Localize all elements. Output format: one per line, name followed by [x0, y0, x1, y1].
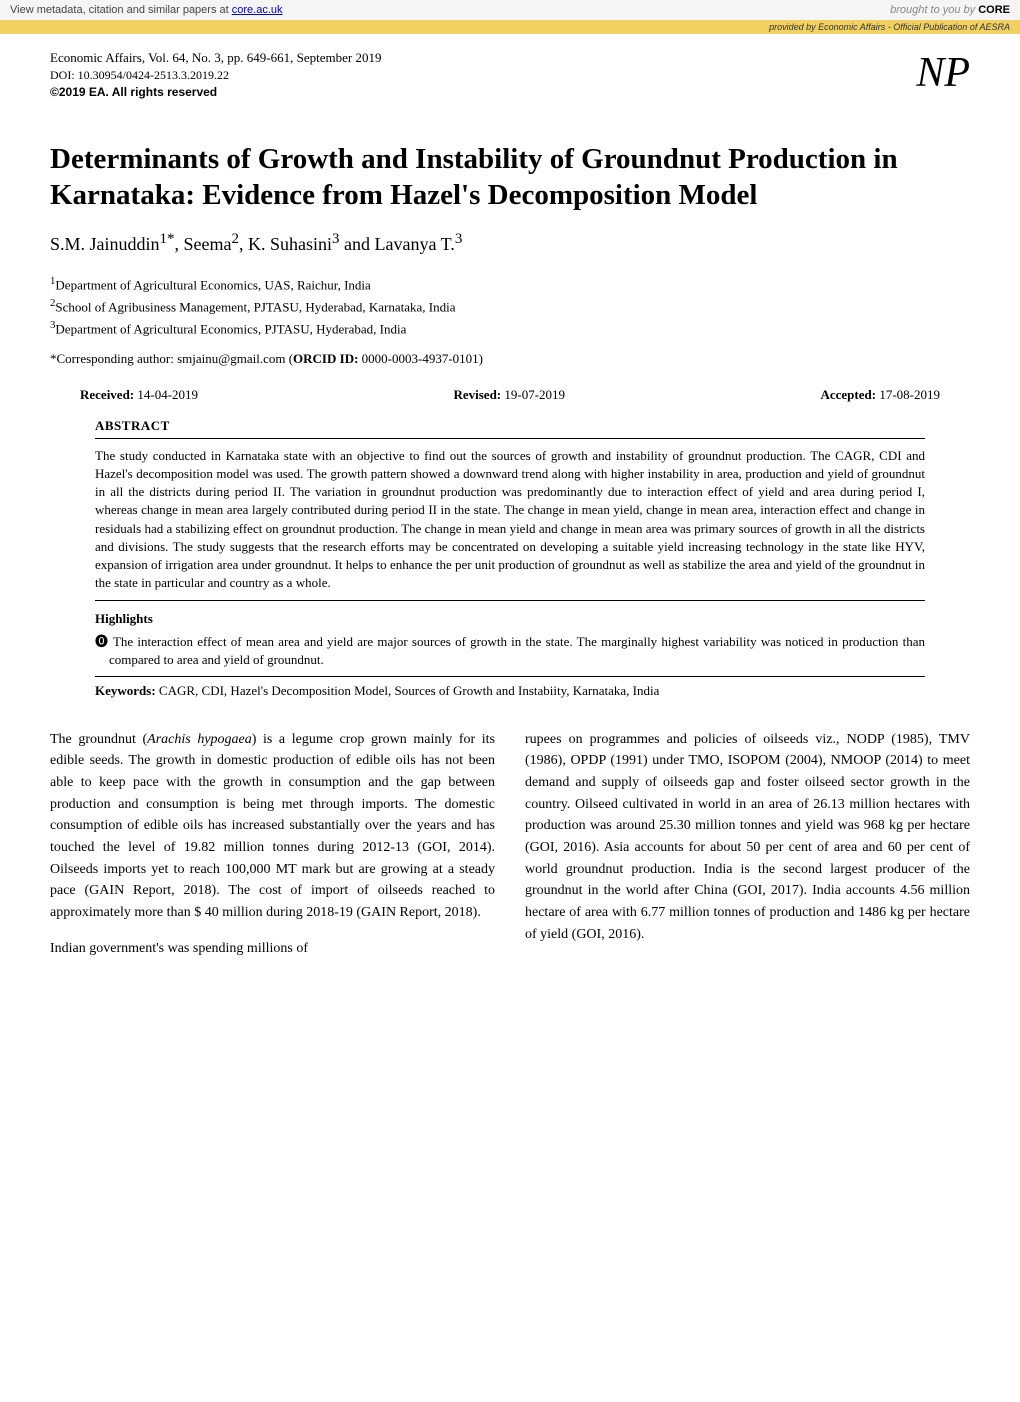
corresponding-author: *Corresponding author: smjainu@gmail.com…	[50, 351, 970, 367]
received-value: 14-04-2019	[137, 387, 198, 402]
abstract-body: The study conducted in Karnataka state w…	[95, 438, 925, 602]
metadata-bar: View metadata, citation and similar pape…	[0, 0, 1020, 20]
accepted-value: 17-08-2019	[879, 387, 940, 402]
journal-logo-icon: NP	[916, 49, 970, 97]
highlights-list: The interaction effect of mean area and …	[95, 627, 925, 675]
keywords-line: Keywords: CAGR, CDI, Hazel's Decompositi…	[95, 676, 925, 699]
keywords-text: CAGR, CDI, Hazel's Decomposition Model, …	[156, 683, 660, 698]
core-logo: CORE	[978, 4, 1010, 16]
body-columns: The groundnut (Arachis hypogaea) is a le…	[0, 709, 1020, 990]
revised-date: Revised: 19-07-2019	[453, 387, 565, 403]
metadata-prefix: View metadata, citation and similar pape…	[10, 4, 232, 16]
affiliation-line: 3Department of Agricultural Economics, P…	[50, 317, 970, 339]
paper-header: Economic Affairs, Vol. 64, No. 3, pp. 64…	[0, 34, 1020, 111]
received-date: Received: 14-04-2019	[80, 387, 198, 403]
abstract-heading: ABSTRACT	[95, 418, 925, 434]
paper-title: Determinants of Growth and Instability o…	[50, 141, 970, 214]
highlight-item: The interaction effect of mean area and …	[109, 633, 925, 669]
keywords-label: Keywords:	[95, 683, 156, 698]
orcid-label: ORCID ID:	[293, 351, 358, 366]
body-paragraph: Indian government's was spending million…	[50, 938, 495, 960]
affiliation-line: 2School of Agribusiness Management, PJTA…	[50, 295, 970, 317]
copyright-line: ©2019 EA. All rights reserved	[50, 84, 381, 101]
corresponding-prefix: *Corresponding author: smjainu@gmail.com…	[50, 351, 293, 366]
revised-label: Revised:	[453, 387, 504, 402]
provided-text: provided by Economic Affairs - Official …	[769, 22, 1010, 32]
authors-line: S.M. Jainuddin1*, Seema2, K. Suhasini3 a…	[50, 231, 970, 255]
body-paragraph: The groundnut (Arachis hypogaea) is a le…	[50, 729, 495, 924]
received-label: Received:	[80, 387, 137, 402]
dates-row: Received: 14-04-2019 Revised: 19-07-2019…	[0, 377, 1020, 413]
abstract-section: ABSTRACT The study conducted in Karnatak…	[0, 413, 1020, 709]
highlights-heading: Highlights	[95, 611, 925, 627]
orcid-value: 0000-0003-4937-0101)	[358, 351, 483, 366]
revised-value: 19-07-2019	[504, 387, 565, 402]
doi-line: DOI: 10.30954/0424-2513.3.2019.22	[50, 67, 381, 84]
provided-bar: provided by Economic Affairs - Official …	[0, 20, 1020, 34]
accepted-label: Accepted:	[820, 387, 879, 402]
title-section: Determinants of Growth and Instability o…	[0, 111, 1020, 377]
body-column-left: The groundnut (Arachis hypogaea) is a le…	[50, 729, 495, 960]
core-link[interactable]: core.ac.uk	[232, 4, 283, 16]
metadata-right: brought to you by CORE	[890, 4, 1010, 16]
journal-line: Economic Affairs, Vol. 64, No. 3, pp. 64…	[50, 49, 381, 67]
body-column-right: rupees on programmes and policies of oil…	[525, 729, 970, 960]
metadata-left: View metadata, citation and similar pape…	[10, 4, 283, 16]
affiliation-line: 1Department of Agricultural Economics, U…	[50, 273, 970, 295]
affiliations-block: 1Department of Agricultural Economics, U…	[50, 273, 970, 338]
journal-info: Economic Affairs, Vol. 64, No. 3, pp. 64…	[50, 49, 381, 101]
brought-by-text: brought to you by	[890, 4, 978, 16]
accepted-date: Accepted: 17-08-2019	[820, 387, 940, 403]
